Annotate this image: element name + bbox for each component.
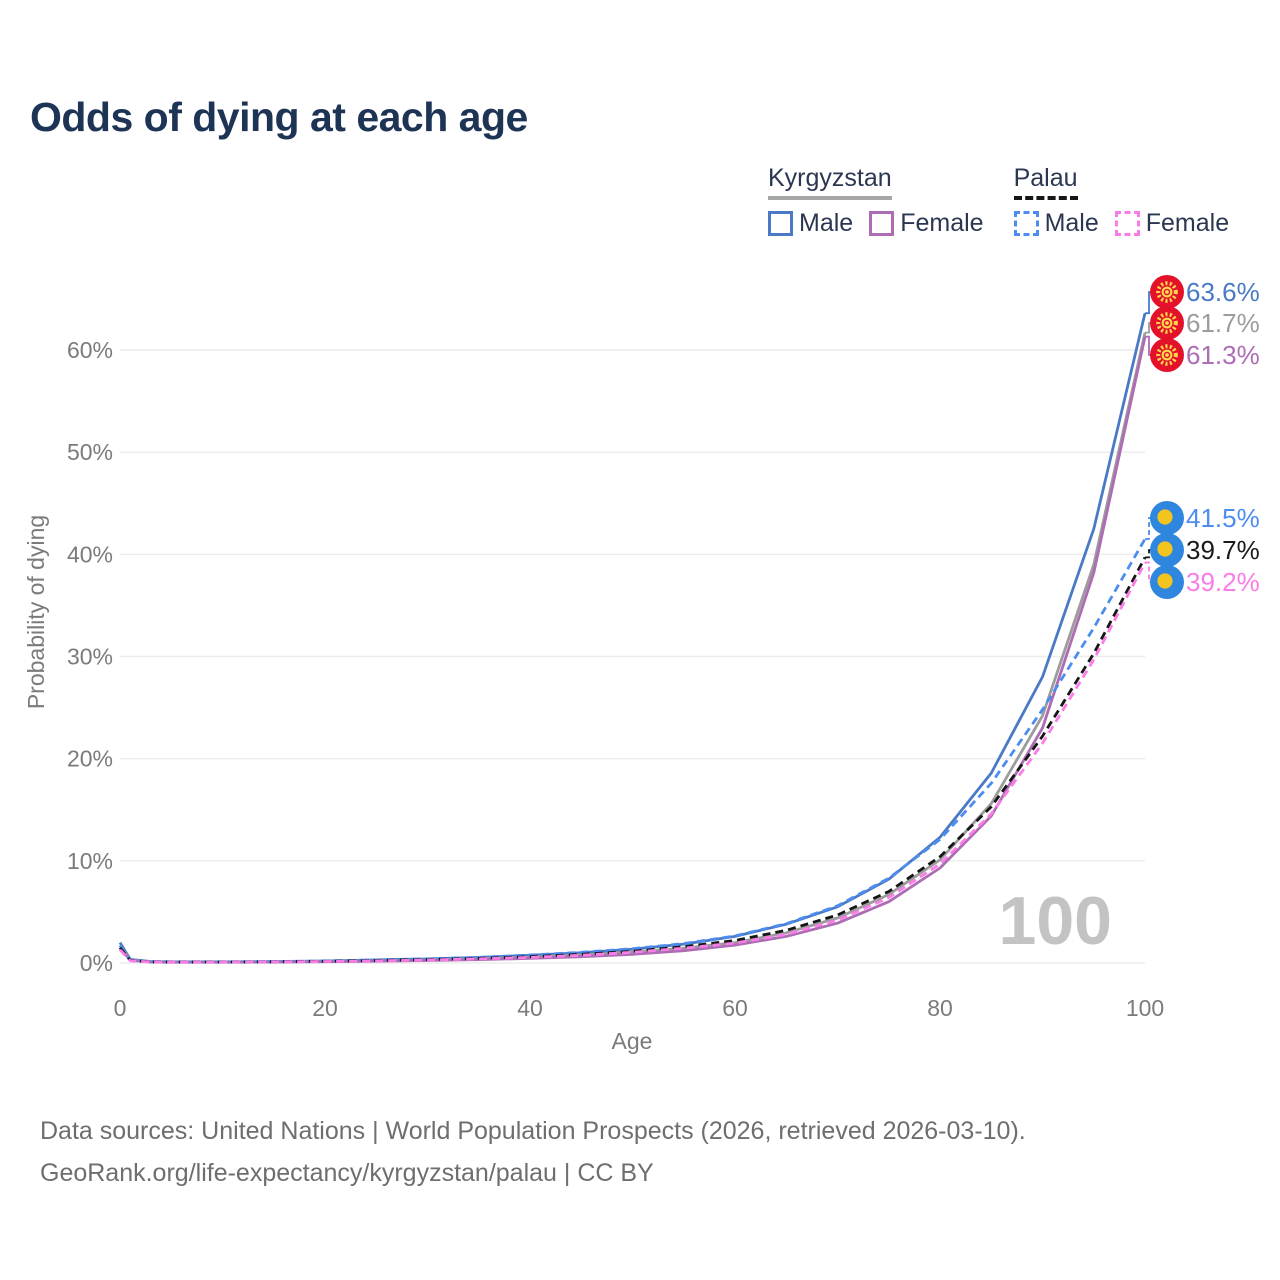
palau-female-swatch-icon bbox=[1114, 211, 1140, 236]
y-tick-label: 50% bbox=[67, 439, 113, 465]
label-connector-palau-both bbox=[1145, 549, 1154, 559]
legend-group-palau: Palau Male Female bbox=[1013, 164, 1230, 238]
legend-label: Male bbox=[1044, 209, 1099, 237]
data-sources-footer: Data sources: United Nations | World Pop… bbox=[40, 1110, 1026, 1194]
legend-item-kyrgyzstan-male[interactable]: Male bbox=[768, 209, 853, 238]
x-tick-label: 60 bbox=[722, 995, 748, 1021]
footer-attribution-line: GeoRank.org/life-expectancy/kyrgyzstan/p… bbox=[40, 1159, 654, 1187]
legend-item-kyrgyzstan-female[interactable]: Female bbox=[869, 209, 984, 238]
palau-flag-icon bbox=[1150, 533, 1184, 567]
kyrgyzstan-female-swatch-icon bbox=[869, 211, 895, 236]
series-line-kyrgyzstan-female[interactable] bbox=[118, 336, 1147, 964]
y-tick-label: 40% bbox=[67, 541, 113, 567]
series-line-palau-both[interactable] bbox=[118, 556, 1147, 964]
y-tick-label: 60% bbox=[67, 337, 113, 363]
legend-country-kyrgyzstan[interactable]: Kyrgyzstan bbox=[768, 164, 892, 200]
x-tick-label: 0 bbox=[114, 995, 127, 1021]
kyrgyzstan-male-swatch-icon bbox=[768, 211, 793, 236]
x-tick-label: 40 bbox=[517, 995, 543, 1021]
y-axis-title: Probability of dying bbox=[23, 515, 49, 709]
x-axis-title: Age bbox=[612, 1028, 653, 1054]
kyrgyzstan-flag-icon bbox=[1148, 273, 1186, 311]
end-value-label-kyrgyzstan-male: 63.6% bbox=[1186, 277, 1260, 307]
kyrgyzstan-flag-icon bbox=[1148, 304, 1186, 342]
palau-flag-icon bbox=[1150, 501, 1184, 535]
y-tick-label: 30% bbox=[67, 644, 113, 670]
legend-group-kyrgyzstan: Kyrgyzstan Male Female bbox=[768, 164, 984, 238]
end-value-label-kyrgyzstan-both: 61.7% bbox=[1186, 308, 1260, 338]
legend: Kyrgyzstan Male Female Palau Male Female bbox=[768, 164, 1229, 238]
legend-item-palau-female[interactable]: Female bbox=[1114, 209, 1230, 238]
legend-label: Female bbox=[1145, 209, 1230, 237]
x-tick-label: 20 bbox=[312, 995, 338, 1021]
y-tick-label: 20% bbox=[67, 746, 113, 772]
legend-item-palau-male[interactable]: Male bbox=[1013, 209, 1099, 238]
series-line-palau-female[interactable] bbox=[118, 561, 1147, 964]
kyrgyzstan-flag-icon bbox=[1148, 336, 1186, 374]
palau-male-swatch-icon bbox=[1013, 211, 1039, 236]
y-tick-label: 0% bbox=[80, 950, 113, 976]
legend-label: Male bbox=[799, 209, 854, 237]
series-line-kyrgyzstan-both[interactable] bbox=[118, 332, 1147, 964]
y-tick-label: 10% bbox=[67, 848, 113, 874]
series-line-palau-male[interactable] bbox=[118, 538, 1147, 964]
hover-age-watermark: 100 bbox=[999, 883, 1112, 959]
x-tick-label: 100 bbox=[1126, 995, 1164, 1021]
page-title: Odds of dying at each age bbox=[30, 94, 528, 140]
end-value-label-palau-male: 41.5% bbox=[1186, 503, 1260, 533]
end-value-label-palau-both: 39.7% bbox=[1186, 535, 1260, 565]
end-value-label-kyrgyzstan-female: 61.3% bbox=[1186, 340, 1260, 370]
legend-label: Female bbox=[900, 209, 984, 237]
series-line-kyrgyzstan-male[interactable] bbox=[118, 312, 1147, 964]
legend-country-palau[interactable]: Palau bbox=[1013, 164, 1078, 200]
end-value-label-palau-female: 39.2% bbox=[1186, 567, 1260, 597]
palau-flag-icon bbox=[1150, 565, 1184, 599]
x-tick-label: 80 bbox=[927, 995, 953, 1021]
footer-sources-line: Data sources: United Nations | World Pop… bbox=[40, 1117, 1026, 1145]
